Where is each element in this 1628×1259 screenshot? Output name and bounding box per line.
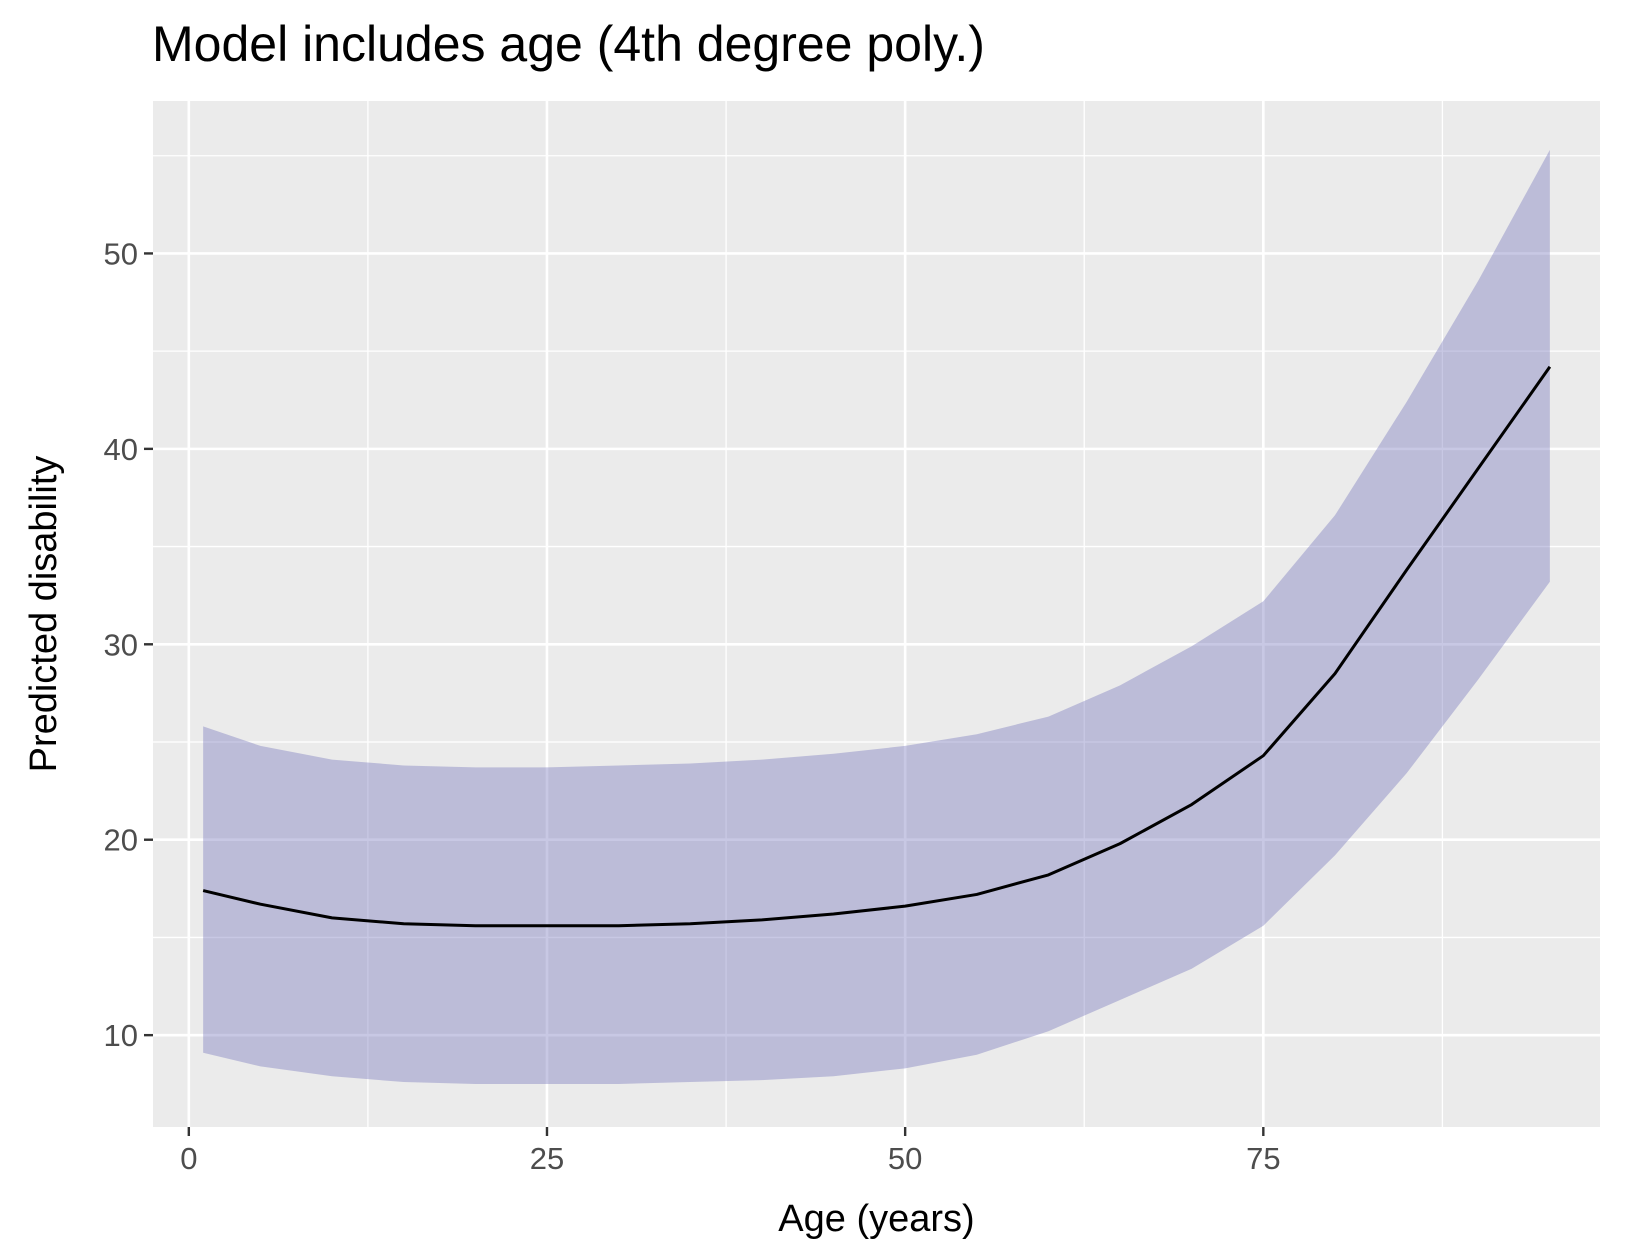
x-tick-label: 25 xyxy=(530,1141,564,1176)
plot-panel xyxy=(153,101,1600,1127)
minor-gridlines xyxy=(153,101,1600,1127)
x-tick-label: 0 xyxy=(180,1141,197,1176)
y-tick-label: 40 xyxy=(104,432,138,467)
y-tick-label: 30 xyxy=(104,627,138,662)
prediction-line xyxy=(202,365,1552,928)
y-tick-label: 10 xyxy=(104,1018,138,1053)
major-gridlines xyxy=(153,101,1600,1127)
x-tick-label: 75 xyxy=(1246,1141,1280,1176)
y-axis-title: Predicted disability xyxy=(23,456,65,773)
y-tick-label: 50 xyxy=(104,236,138,271)
y-axis: 10 20 30 40 50 xyxy=(104,236,153,1053)
x-tick-label: 50 xyxy=(888,1141,922,1176)
x-axis-title: Age (years) xyxy=(778,1198,974,1240)
chart-title: Model includes age (4th degree poly.) xyxy=(152,16,985,72)
y-tick-label: 20 xyxy=(104,823,138,858)
x-axis: 0 25 50 75 xyxy=(180,1127,1281,1176)
confidence-ribbon xyxy=(203,149,1550,1085)
